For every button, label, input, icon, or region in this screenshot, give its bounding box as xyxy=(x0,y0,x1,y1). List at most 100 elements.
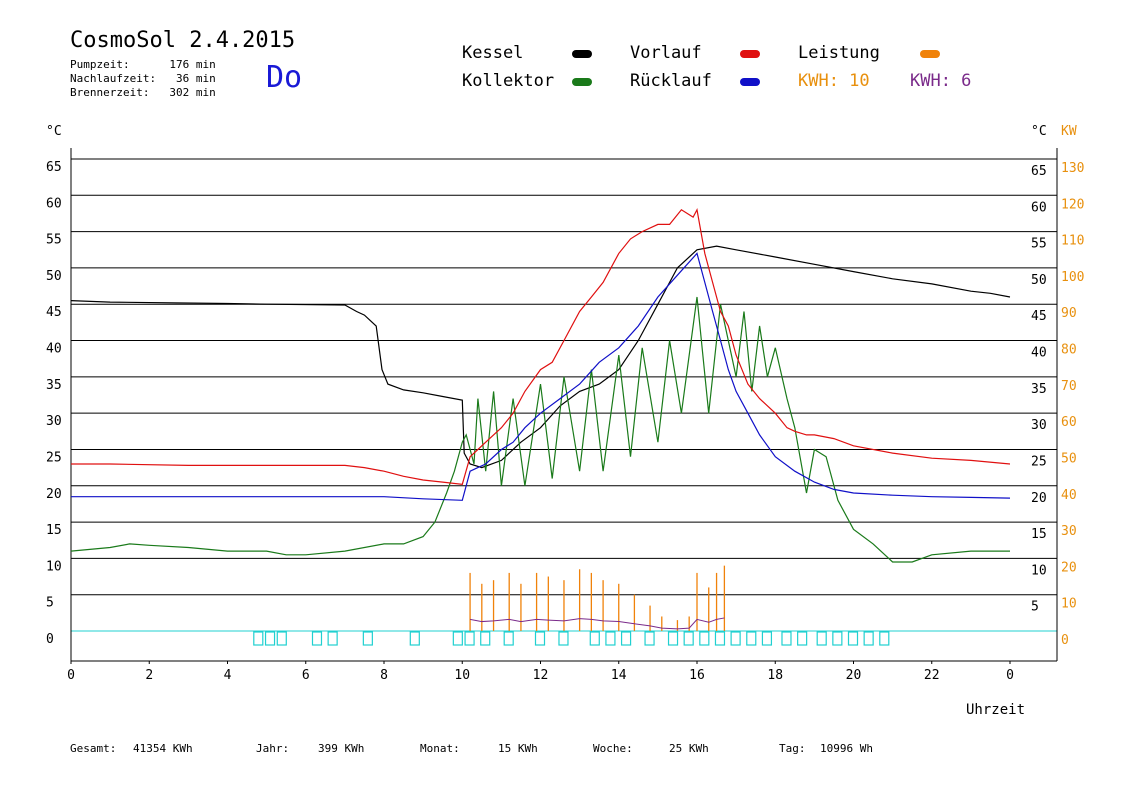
y-tick-left-65: 65 xyxy=(46,160,62,175)
series-line-ruecklauf xyxy=(71,252,1011,501)
y-tick-left-5: 5 xyxy=(46,596,54,611)
pump-marker-17 xyxy=(667,631,679,646)
footer-year-label: Jahr: xyxy=(256,742,290,755)
pump-marker-6 xyxy=(409,631,420,646)
footer-week-label: Woche: xyxy=(593,742,633,755)
y-tick-power-30: 30 xyxy=(1061,524,1077,539)
y-tick-left-55: 55 xyxy=(46,233,62,248)
axes xyxy=(70,148,1058,664)
y-tick-power-70: 70 xyxy=(1061,379,1077,394)
x-tick-7: 14 xyxy=(611,668,627,683)
y-tick-right-10: 10 xyxy=(1031,563,1047,578)
pump-marker-14 xyxy=(605,631,616,646)
pump-marker-16 xyxy=(644,631,655,646)
y-tick-right-50: 50 xyxy=(1031,273,1047,288)
pump-marker-19 xyxy=(699,631,710,646)
footer-month-label: Monat: xyxy=(420,742,460,755)
footer-day-value: 10996 Wh xyxy=(820,742,873,755)
pump-marker-25 xyxy=(797,631,808,646)
y-tick-power-120: 120 xyxy=(1061,197,1084,212)
x-tick-2: 4 xyxy=(224,668,232,683)
pump-marker-23 xyxy=(761,631,773,646)
y-tick-left-60: 60 xyxy=(46,196,62,211)
footer-week-value: 25 KWh xyxy=(669,742,709,755)
pump-time-info: Pumpzeit: 176 min xyxy=(70,58,216,71)
footer-year-value: 399 KWh xyxy=(318,742,365,755)
legend-swatch-kollektor xyxy=(572,78,592,86)
y-tick-left-15: 15 xyxy=(46,523,62,538)
x-tick-1: 2 xyxy=(145,668,153,683)
y-tick-power-80: 80 xyxy=(1061,343,1077,358)
pump-marker-28 xyxy=(847,631,859,646)
pump-marker-4 xyxy=(327,631,338,646)
y-tick-right-20: 20 xyxy=(1031,491,1047,506)
legend-swatch-ruecklauf xyxy=(740,78,760,86)
y-tick-power-110: 110 xyxy=(1061,234,1084,249)
x-tick-6: 12 xyxy=(533,668,549,683)
pump-marker-30 xyxy=(879,631,890,646)
y-tick-left-0: 0 xyxy=(46,632,54,647)
y-tick-right-45: 45 xyxy=(1031,309,1047,324)
x-tick-0: 0 xyxy=(67,668,75,683)
x-tick-11: 22 xyxy=(924,668,940,683)
kwh-value-1: KWH: 10 xyxy=(798,71,870,91)
pump-marker-29 xyxy=(863,631,874,646)
weekday-label: Do xyxy=(266,60,303,95)
y-tick-power-60: 60 xyxy=(1061,415,1077,430)
y-tick-left-25: 25 xyxy=(46,450,62,465)
burner-time-info: Brennerzeit: 302 min xyxy=(70,86,216,99)
y-tick-power-0: 0 xyxy=(1061,633,1069,648)
legend-swatch-vorlauf xyxy=(740,50,760,58)
legend-label-leistung: Leistung xyxy=(798,43,880,63)
y-tick-power-50: 50 xyxy=(1061,451,1077,466)
y-tick-right-40: 40 xyxy=(1031,346,1047,361)
x-tick-10: 20 xyxy=(846,668,862,683)
pump-marker-24 xyxy=(781,631,792,646)
x-axis-label: Uhrzeit xyxy=(966,702,1025,718)
y-tick-right-30: 30 xyxy=(1031,418,1047,433)
pump-marker-13 xyxy=(589,631,600,646)
footer-day-label: Tag: xyxy=(779,742,806,755)
y-tick-right-60: 60 xyxy=(1031,200,1047,215)
y-tick-right-35: 35 xyxy=(1031,382,1047,397)
leistung-baseline xyxy=(469,617,725,630)
y-axis-unit-left: °C xyxy=(46,124,62,139)
x-tick-12: 0 xyxy=(1006,668,1014,683)
footer-total-label: Gesamt: xyxy=(70,742,117,755)
legend-swatch-kessel xyxy=(572,50,592,58)
legend-label-vorlauf: Vorlauf xyxy=(630,43,702,63)
pump-marker-20 xyxy=(714,631,726,646)
tick-labels: 6560555045403530252015105065605550454035… xyxy=(46,160,1084,683)
footer-month-value: 15 KWh xyxy=(498,742,538,755)
y-tick-right-55: 55 xyxy=(1031,237,1047,252)
series-lines xyxy=(70,207,1011,631)
pump-marker-3 xyxy=(311,631,323,646)
legend-label-ruecklauf: Rücklauf xyxy=(630,71,712,91)
pump-marker-11 xyxy=(534,631,546,646)
y-axis-unit-power: KW xyxy=(1061,124,1077,139)
pump-markers xyxy=(253,631,890,646)
pump-marker-1 xyxy=(264,631,276,646)
runtime-info: Nachlaufzeit: 36 min xyxy=(70,72,216,85)
pump-marker-18 xyxy=(683,631,694,646)
y-tick-left-40: 40 xyxy=(46,342,62,357)
pump-marker-22 xyxy=(746,631,757,646)
y-tick-left-10: 10 xyxy=(46,559,62,574)
y-tick-power-130: 130 xyxy=(1061,161,1084,176)
y-tick-right-15: 15 xyxy=(1031,527,1047,542)
x-tick-3: 6 xyxy=(302,668,310,683)
chart-title: CosmoSol 2.4.2015 xyxy=(70,28,296,53)
pump-marker-5 xyxy=(362,631,373,646)
pump-marker-27 xyxy=(832,631,843,646)
x-tick-9: 18 xyxy=(767,668,783,683)
x-tick-8: 16 xyxy=(689,668,705,683)
pump-marker-10 xyxy=(503,631,514,646)
pump-marker-21 xyxy=(730,631,741,646)
y-tick-right-5: 5 xyxy=(1031,600,1039,615)
pump-marker-26 xyxy=(816,631,827,646)
legend-label-kollektor: Kollektor xyxy=(462,71,555,91)
y-tick-right-25: 25 xyxy=(1031,454,1047,469)
series-line-vorlauf xyxy=(71,207,1011,485)
pump-marker-8 xyxy=(464,631,475,646)
pump-marker-12 xyxy=(558,631,569,646)
